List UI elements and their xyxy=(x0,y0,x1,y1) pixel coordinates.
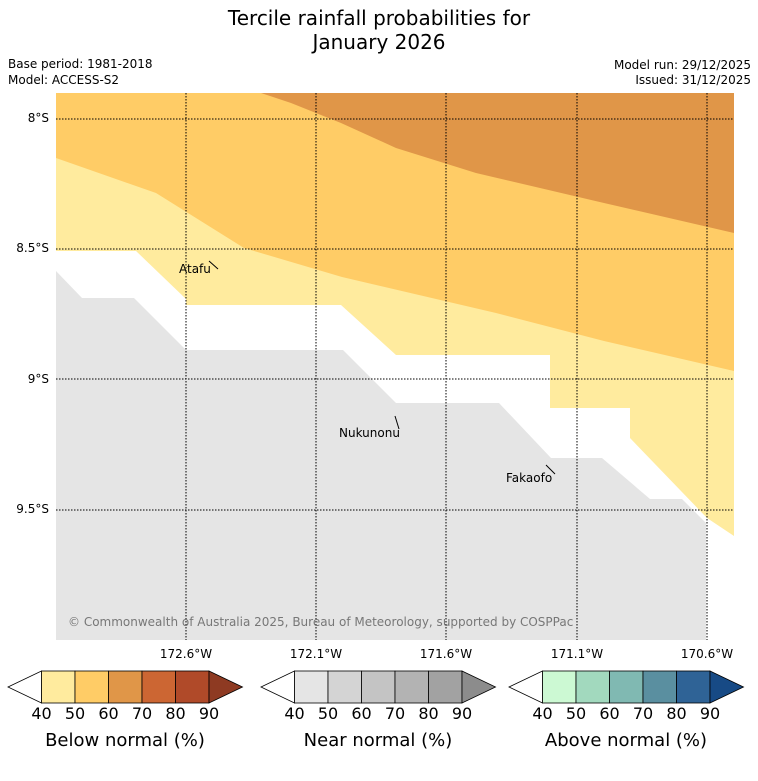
lon-label-172-1w: 172.1°W xyxy=(289,647,343,661)
colorbar-segment xyxy=(294,670,329,704)
colorbar-segment xyxy=(108,670,143,704)
lon-label-171-6w: 171.6°W xyxy=(419,647,473,661)
lon-label-172-6w: 172.6°W xyxy=(159,647,213,661)
colorbar-below-normal-label: Below normal (%) xyxy=(45,730,205,751)
atafu-marker xyxy=(208,260,219,270)
colorbar-segment xyxy=(542,670,577,704)
lat-label-8-5s: 8.5°S xyxy=(16,241,49,255)
lon-label-171-1w: 171.1°W xyxy=(550,647,604,661)
model-name: Model: ACCESS-S2 xyxy=(8,73,120,87)
tick-label: 50 xyxy=(64,704,86,723)
graticule xyxy=(56,93,734,640)
probability-map: Atafu Nukunonu Fakaofo © Commonwealth of… xyxy=(56,93,734,640)
copyright-notice: © Commonwealth of Australia 2025, Bureau… xyxy=(68,615,573,629)
tick-label: 80 xyxy=(165,704,186,723)
tick-label: 90 xyxy=(699,704,721,723)
tick-label: 40 xyxy=(31,704,52,723)
colorbar-segment xyxy=(394,670,429,704)
tick-label: 80 xyxy=(666,704,687,723)
colorbar-arrow-high xyxy=(709,670,745,704)
colorbar-segment xyxy=(575,670,610,704)
lat-label-9s: 9°S xyxy=(27,372,49,386)
tick-label: 70 xyxy=(384,704,406,723)
colorbar-above-normal-label: Above normal (%) xyxy=(544,730,708,751)
tick-label: 40 xyxy=(284,704,305,723)
colorbar-near-normal xyxy=(260,670,497,704)
colorbars xyxy=(7,670,745,704)
tick-label: 60 xyxy=(98,704,119,723)
colorbar-segment xyxy=(175,670,210,704)
colorbar-segment xyxy=(361,670,396,704)
colorbar-arrow-low xyxy=(508,670,543,704)
tick-label: 90 xyxy=(451,704,473,723)
lon-label-170-6w: 170.6°W xyxy=(680,647,734,661)
tick-label: 90 xyxy=(198,704,220,723)
colorbar-above-normal xyxy=(508,670,745,704)
model-run-date: Model run: 29/12/2025 xyxy=(613,58,751,72)
tick-label: 80 xyxy=(418,704,439,723)
colorbar-segment xyxy=(676,670,711,704)
tick-label: 70 xyxy=(131,704,153,723)
tick-label: 60 xyxy=(599,704,620,723)
colorbar-arrow-low xyxy=(7,670,42,704)
colorbar-segment xyxy=(609,670,644,704)
colorbar-segment xyxy=(327,670,362,704)
lat-label-8s: 8°S xyxy=(27,111,49,125)
fakaofo-marker xyxy=(545,464,556,475)
tick-label: 60 xyxy=(351,704,372,723)
place-atafu: Atafu xyxy=(179,262,211,276)
map-canvas: Atafu Nukunonu Fakaofo © Commonwealth of… xyxy=(56,93,734,640)
colorbar-arrow-low xyxy=(260,670,295,704)
colorbar-arrow-high xyxy=(461,670,497,704)
nukunonu-marker xyxy=(394,415,400,430)
colorbar-segment xyxy=(642,670,677,704)
colorbar-segment xyxy=(41,670,76,704)
map-title-line1: Tercile rainfall probabilities for xyxy=(227,6,531,30)
tick-label: 50 xyxy=(565,704,587,723)
issued-date: Issued: 31/12/2025 xyxy=(635,73,751,87)
place-nukunonu: Nukunonu xyxy=(339,426,400,440)
colorbar-segment xyxy=(74,670,109,704)
lat-label-9-5s: 9.5°S xyxy=(16,502,49,516)
colorbar-below-normal xyxy=(7,670,244,704)
near-normal-40-region xyxy=(56,271,706,640)
tick-label: 40 xyxy=(532,704,553,723)
place-fakaofo: Fakaofo xyxy=(506,471,552,485)
colorbar-near-normal-label: Near normal (%) xyxy=(303,730,453,751)
colorbar-segment xyxy=(428,670,463,704)
tick-label: 70 xyxy=(632,704,654,723)
below-normal-60-region xyxy=(261,93,734,233)
base-period: Base period: 1981-2018 xyxy=(8,57,153,71)
tick-label: 50 xyxy=(317,704,339,723)
colorbar-arrow-high xyxy=(208,670,244,704)
colorbar-segment xyxy=(141,670,176,704)
map-title-line2: January 2026 xyxy=(312,30,446,54)
